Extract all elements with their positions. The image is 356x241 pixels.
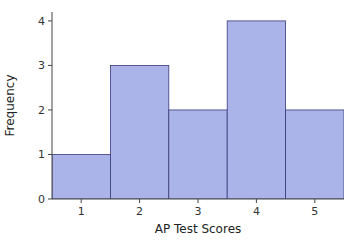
chart: 1 2 3 4 5 0 1 2 3 4 AP Test Scores Frequency: [0, 0, 356, 241]
y-tick-label: 0: [38, 193, 45, 206]
y-axis-label: Frequency: [3, 75, 17, 137]
y-axis-line: [52, 12, 53, 199]
y-tick: [48, 20, 52, 21]
x-tick-label: 3: [195, 205, 202, 218]
y-tick-label: 4: [38, 15, 45, 28]
x-tick-label: 4: [253, 205, 260, 218]
y-tick-label: 3: [38, 59, 45, 72]
x-tick: [198, 199, 199, 203]
x-tick-label: 1: [78, 205, 85, 218]
x-tick-label: 2: [136, 205, 143, 218]
bar: [169, 110, 227, 199]
x-axis-label: AP Test Scores: [155, 222, 242, 236]
bar: [110, 65, 168, 199]
bars: [52, 21, 344, 199]
x-tick: [81, 199, 82, 203]
bar: [227, 21, 285, 199]
bar: [52, 154, 110, 199]
y-tick: [48, 199, 52, 200]
x-tick: [256, 199, 257, 203]
x-tick: [139, 199, 140, 203]
y-tick-label: 1: [38, 148, 45, 161]
x-tick-label: 5: [311, 205, 318, 218]
y-tick: [48, 154, 52, 155]
y-tick: [48, 109, 52, 110]
x-tick: [314, 199, 315, 203]
bar: [286, 110, 344, 199]
y-tick: [48, 65, 52, 66]
y-tick-label: 2: [38, 104, 45, 117]
